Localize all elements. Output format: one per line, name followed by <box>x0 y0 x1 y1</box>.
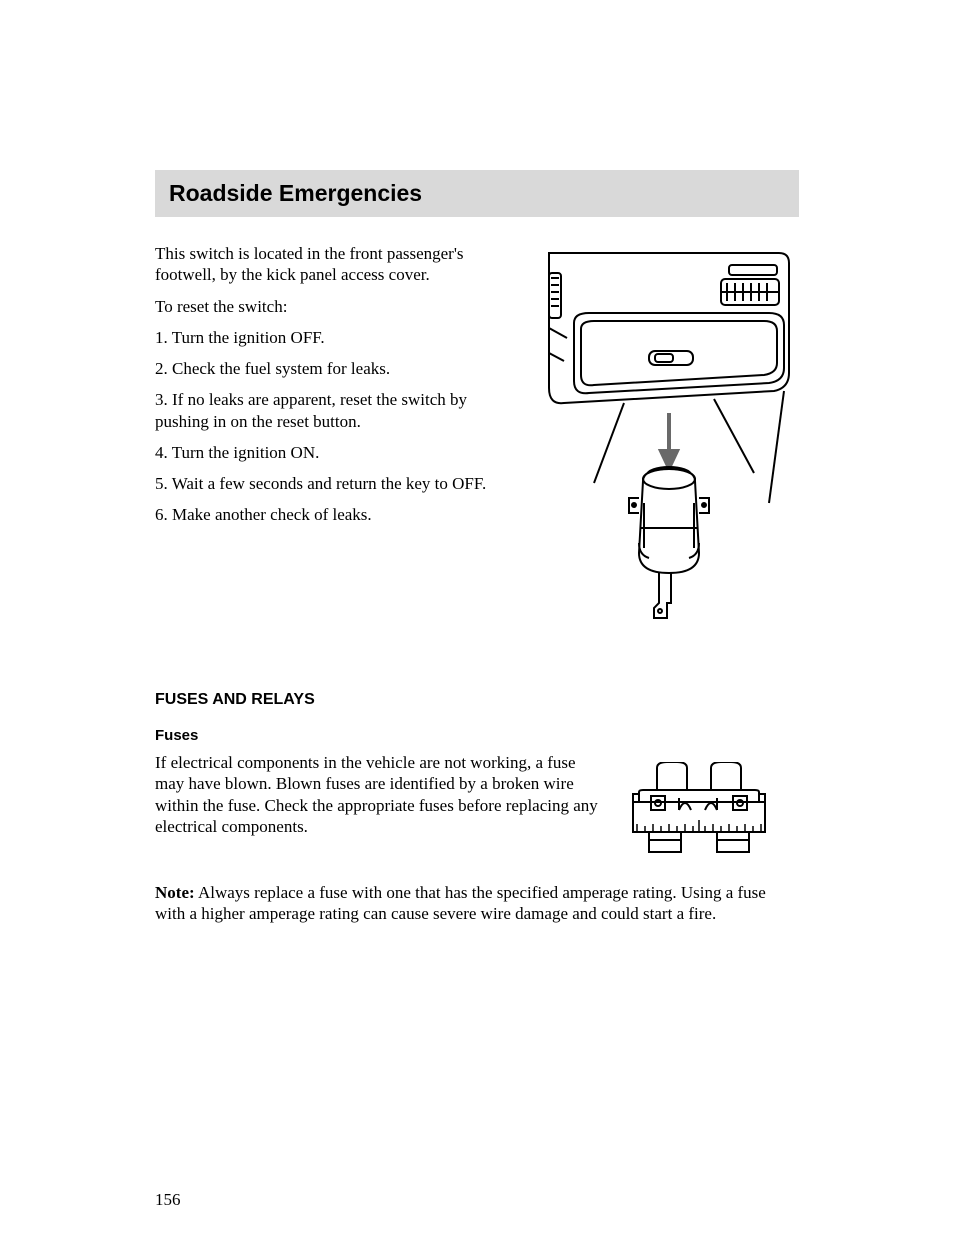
step-2: 2. Check the fuel system for leaks. <box>155 358 519 379</box>
section-title-bar: Roadside Emergencies <box>155 170 799 217</box>
fuses-body-text: If electrical components in the vehicle … <box>155 752 599 872</box>
section-title: Roadside Emergencies <box>169 180 785 207</box>
note-paragraph: Note: Always replace a fuse with one tha… <box>155 882 799 925</box>
fuses-paragraph: If electrical components in the vehicle … <box>155 752 599 837</box>
fuses-subheading: Fuses <box>155 727 799 744</box>
fuse-diagram <box>619 752 799 872</box>
switch-reset-text: This switch is located in the front pass… <box>155 243 519 663</box>
fuses-relays-heading: FUSES AND RELAYS <box>155 691 799 709</box>
page-number: 156 <box>155 1190 181 1210</box>
note-label: Note: <box>155 883 195 902</box>
reset-lead: To reset the switch: <box>155 296 519 317</box>
step-3: 3. If no leaks are apparent, reset the s… <box>155 389 519 432</box>
intro-paragraph: This switch is located in the front pass… <box>155 243 519 286</box>
step-4: 4. Turn the ignition ON. <box>155 442 519 463</box>
step-6: 6. Make another check of leaks. <box>155 504 519 525</box>
step-1: 1. Turn the ignition OFF. <box>155 327 519 348</box>
dashboard-svg <box>539 243 799 663</box>
fuse-svg <box>619 762 779 872</box>
note-body: Always replace a fuse with one that has … <box>155 883 766 923</box>
step-5: 5. Wait a few seconds and return the key… <box>155 473 519 494</box>
dashboard-diagram <box>539 243 799 663</box>
